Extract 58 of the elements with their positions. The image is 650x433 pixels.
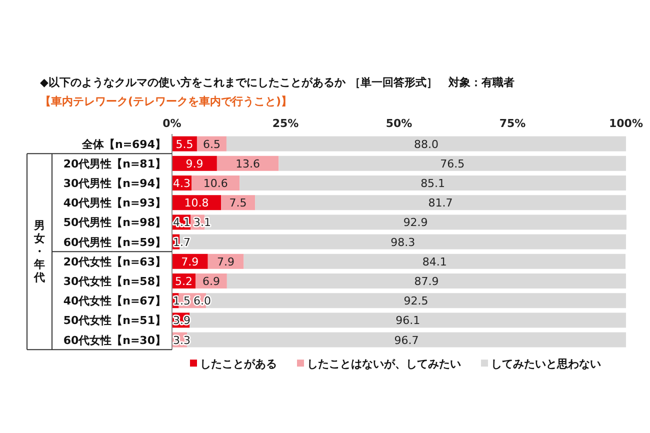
bar — [226, 136, 626, 152]
data-label: 96.1 — [396, 314, 420, 328]
data-label: 5.2 — [175, 275, 193, 288]
legend-label: したことがある — [200, 358, 277, 371]
data-label: 87.9 — [414, 275, 439, 288]
y-tick-label: 40代女性【n=67】 — [63, 294, 166, 308]
data-label: 98.3 — [390, 236, 416, 249]
data-label: 10.6 — [203, 177, 228, 190]
data-label: 76.5 — [440, 157, 465, 170]
data-label: 9.9 — [186, 157, 204, 170]
x-tick-label: 0% — [162, 117, 182, 130]
legend-label: したことはないが、してみたい — [307, 358, 461, 371]
data-label: 4.1 — [173, 216, 190, 230]
data-label: 96.7 — [394, 334, 419, 347]
chart-subtitle: 【車内テレワーク(テレワークを車内で行うこと)】 — [40, 95, 292, 108]
x-tick-label: 50% — [386, 117, 412, 130]
bar — [221, 195, 256, 210]
bar — [255, 195, 626, 210]
data-label: 13.6 — [236, 157, 260, 170]
y-tick-label: 50代男性【n=98】 — [63, 216, 166, 230]
bar — [190, 312, 626, 328]
y-tick-label: 30代男性【n=94】 — [63, 177, 166, 190]
y-tick-label: 全体【n=694】 — [80, 138, 166, 151]
data-label: 88.0 — [414, 138, 438, 151]
y-tick-label: 30代女性【n=58】 — [63, 275, 166, 288]
data-label: 6.0 — [194, 294, 211, 308]
y-tick-label: 50代女性【n=51】 — [63, 314, 166, 328]
data-label: 3.3 — [173, 334, 190, 347]
y-tick-label: 60代男性【n=59】 — [63, 236, 166, 249]
data-label: 7.5 — [229, 196, 247, 210]
data-label: 92.9 — [403, 216, 428, 230]
data-label: 7.9 — [181, 255, 199, 268]
data-label: 6.9 — [202, 275, 220, 288]
bar — [216, 156, 279, 171]
data-label: 84.1 — [422, 255, 447, 268]
legend-label: してみたいと思わない — [491, 358, 601, 371]
x-tick-label: 25% — [272, 117, 299, 130]
chart-title: ◆以下のようなクルマの使い方をこれまでにしたことがあるか ［単一回答形式］ 対象：有職者 — [40, 76, 514, 89]
y-tick-label: 60代女性【n=30】 — [63, 334, 166, 347]
y-tick-label: 20代女性【n=63】 — [63, 255, 166, 268]
bar — [240, 176, 626, 190]
x-tick-label: 100% — [609, 117, 643, 130]
y-tick-label: 40代男性【n=93】 — [63, 196, 166, 210]
text: 男女・年代 — [33, 219, 45, 284]
bar — [278, 156, 626, 171]
data-label: 3.1 — [194, 216, 211, 230]
data-label: 85.1 — [420, 177, 446, 190]
data-label: 5.5 — [176, 138, 194, 151]
x-tick-label: 75% — [499, 117, 526, 130]
bar — [226, 274, 626, 288]
data-label: 81.7 — [428, 196, 453, 210]
y-tick-label: 20代男性【n=81】 — [63, 157, 166, 170]
data-label: 4.3 — [173, 177, 191, 190]
data-label: 6.5 — [202, 138, 220, 151]
data-label: 10.8 — [184, 196, 209, 210]
data-label: 92.5 — [404, 294, 428, 308]
bar — [244, 254, 626, 269]
data-label: 7.9 — [217, 255, 235, 268]
